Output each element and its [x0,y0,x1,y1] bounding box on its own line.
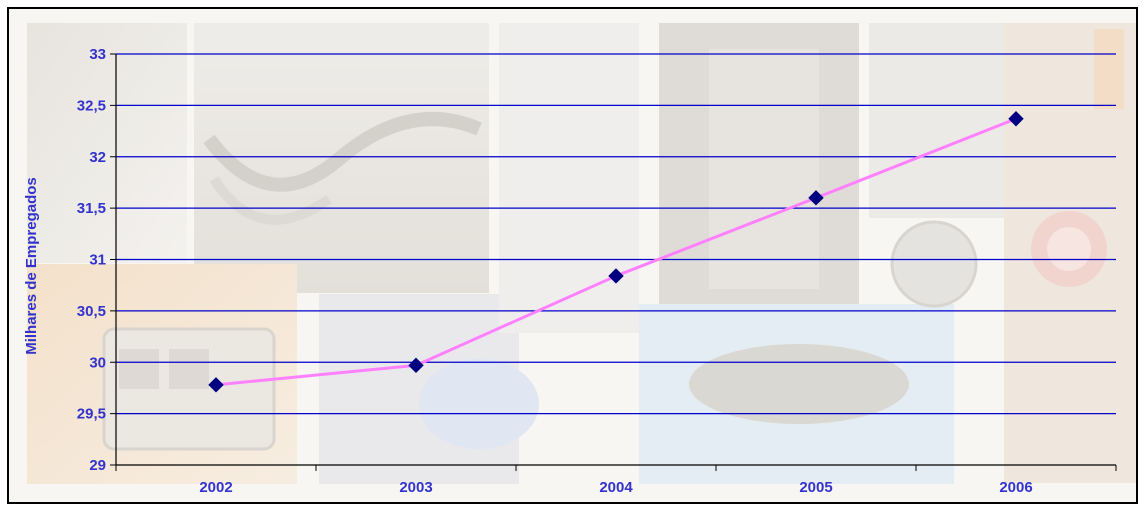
y-axis-title: Milhares de Empregados [23,177,40,355]
data-point-2005 [808,190,824,206]
data-point-2004 [608,268,624,284]
x-tick-label-2002: 2002 [199,479,232,496]
y-tick-label: 31,5 [77,200,106,217]
y-axis-tick-labels: 29 29,5 30 30,5 31 31,5 32 32,5 33 [77,46,106,474]
x-tick-label-2005: 2005 [799,479,832,496]
axes [110,53,1117,471]
data-point-2006 [1008,111,1024,127]
data-point-2002 [208,377,224,393]
y-tick-label: 30,5 [77,303,106,320]
y-tick-label: 32,5 [77,97,106,114]
x-tick-label-2004: 2004 [599,479,633,496]
y-tick-label: 29 [89,457,106,474]
x-tick-label-2006: 2006 [999,479,1032,496]
y-tick-label: 31 [89,252,106,269]
data-point-markers [208,111,1024,393]
y-tick-label: 33 [89,46,106,63]
data-point-2003 [408,357,424,374]
y-tick-label: 30 [89,354,106,371]
x-tick-label-2003: 2003 [399,479,432,496]
gridlines [116,53,1116,415]
x-axis-tick-labels: 2002 2003 2004 2005 2006 [199,479,1032,496]
chart-frame: 29 29,5 30 30,5 31 31,5 32 32,5 33 2002 2003 2004 2… [7,7,1138,504]
y-tick-label: 32 [89,149,106,166]
background-photo-collage [9,9,1136,502]
y-tick-label: 29,5 [77,406,106,423]
